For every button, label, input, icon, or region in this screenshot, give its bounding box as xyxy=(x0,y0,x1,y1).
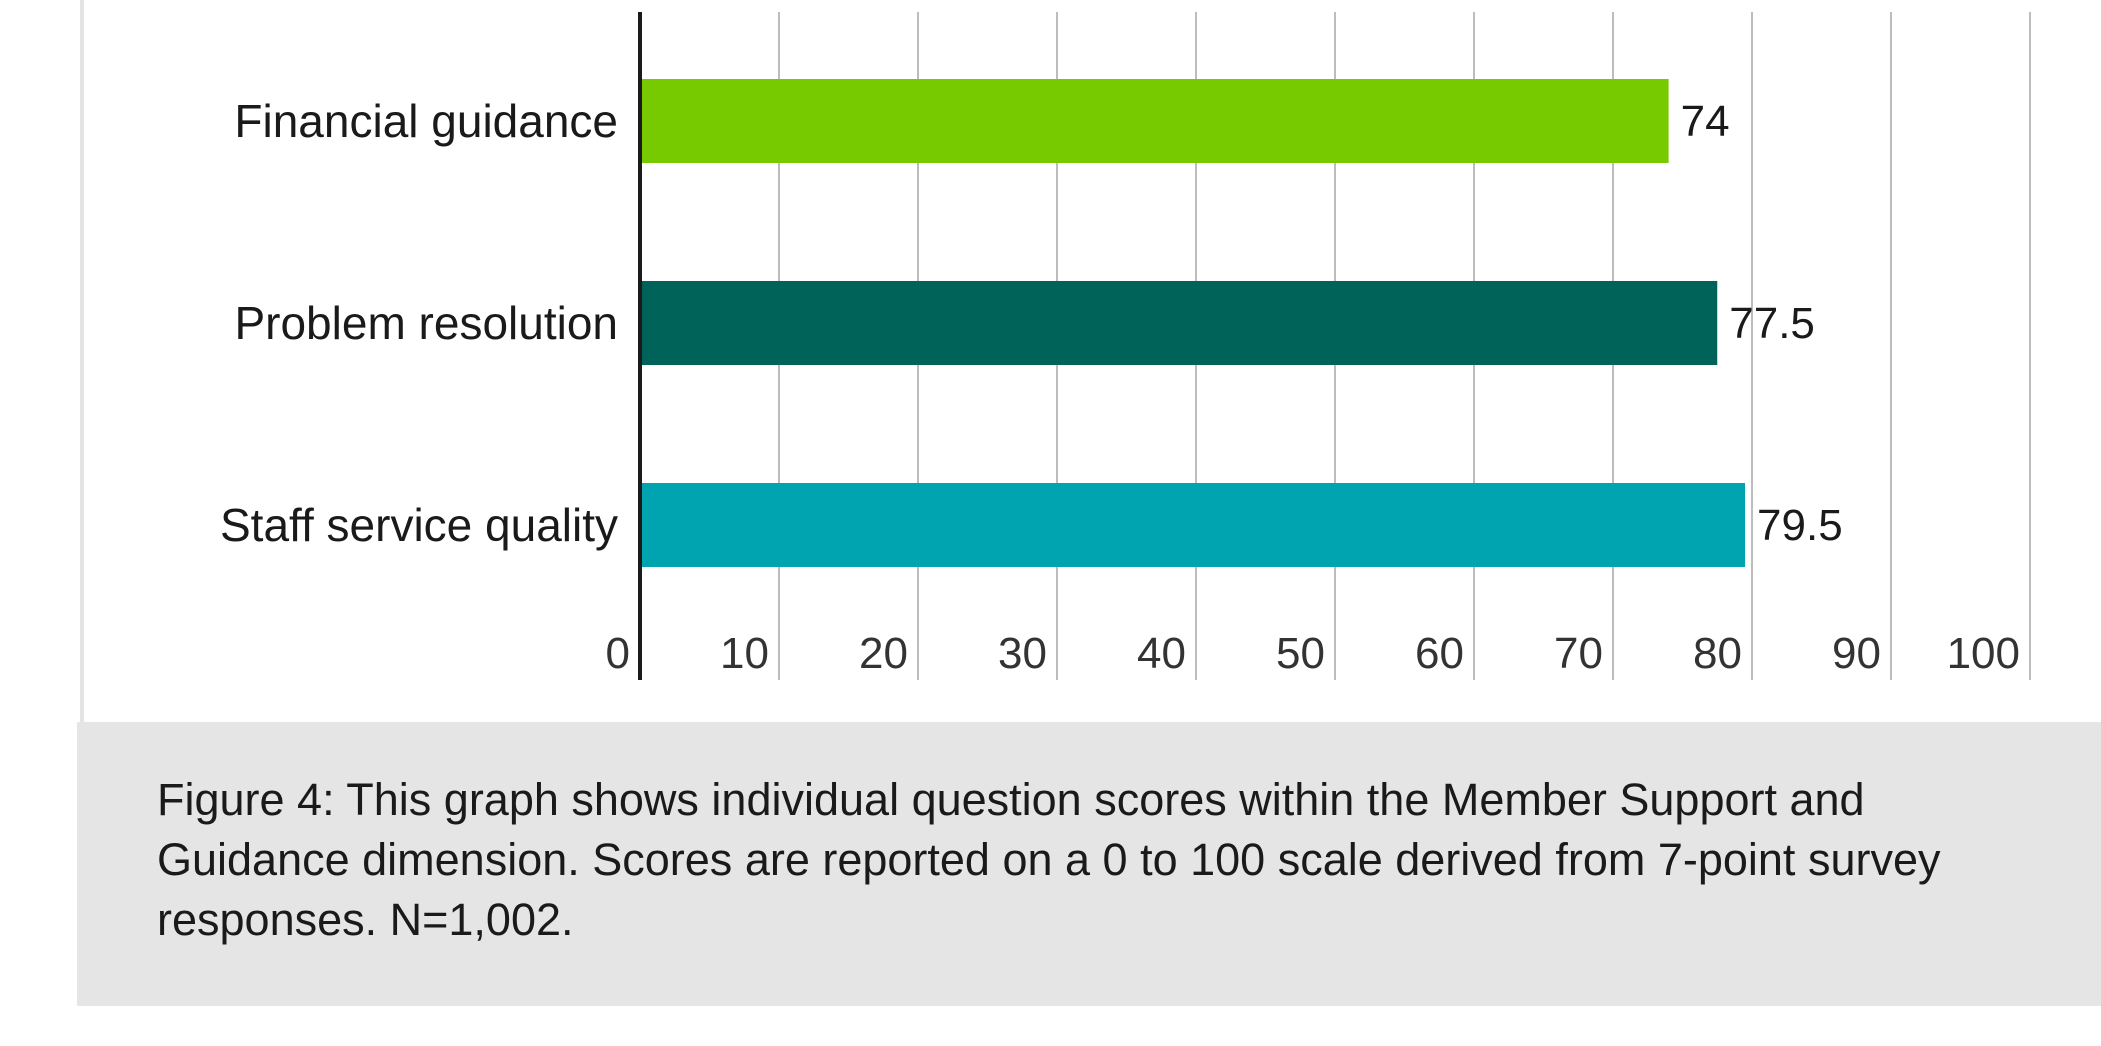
bar-financial-guidance xyxy=(640,79,1669,163)
x-tick-label-90: 90 xyxy=(1832,629,1881,678)
bars xyxy=(640,79,1746,567)
data-label-staff-service-quality: 79.5 xyxy=(1757,501,1843,550)
category-label-financial-guidance: Financial guidance xyxy=(234,95,618,147)
x-tick-label-100: 100 xyxy=(1947,629,2020,678)
x-tick-label-70: 70 xyxy=(1554,629,1603,678)
x-tick-label-80: 80 xyxy=(1693,629,1742,678)
x-tick-label-60: 60 xyxy=(1415,629,1464,678)
x-tick-label-10: 10 xyxy=(720,629,769,678)
caption-box: Figure 4: This graph shows individual qu… xyxy=(77,722,2101,1006)
data-label-problem-resolution: 77.5 xyxy=(1729,299,1815,348)
x-tick-label-50: 50 xyxy=(1276,629,1325,678)
category-label-problem-resolution: Problem resolution xyxy=(234,297,618,349)
data-label-financial-guidance: 74 xyxy=(1681,97,1730,146)
bar-problem-resolution xyxy=(640,281,1718,365)
figure-caption: Figure 4: This graph shows individual qu… xyxy=(157,774,1941,945)
x-tick-label-40: 40 xyxy=(1137,629,1186,678)
bar-chart: Financial guidance 74 Problem resolution 77… xyxy=(220,12,2031,680)
x-tick-label-20: 20 xyxy=(859,629,908,678)
category-label-staff-service-quality: Staff service quality xyxy=(220,499,618,551)
x-tick-label-0: 0 xyxy=(606,629,630,678)
x-tick-label-30: 30 xyxy=(998,629,1047,678)
bar-staff-service-quality xyxy=(640,483,1746,567)
labels: Financial guidance 74 Problem resolution 77… xyxy=(220,95,2020,678)
